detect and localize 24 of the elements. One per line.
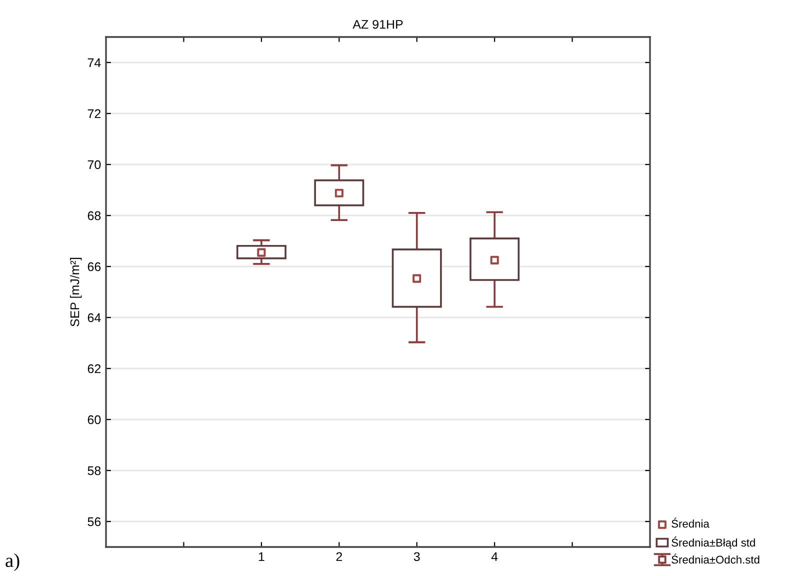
y-tick-label: 64 [88,313,101,322]
y-tick-label: 70 [88,160,101,170]
chart-title: AZ 91HP [352,20,403,29]
y-tick-label: 68 [88,211,101,220]
bar [236,244,286,260]
bar [470,238,520,281]
text: a) [6,553,20,571]
x-tick-label: 2 [336,552,342,561]
y-tick-label: 72 [88,109,101,118]
x-tick-label: 1 [258,552,264,561]
y-axis-title: SEP [mJ/m²] [70,258,82,326]
y-tick-label: 60 [88,415,101,424]
y-tick-label: 62 [88,364,101,374]
legend-label: Średnia [672,518,710,528]
legend-label: Średnia±Odch.std [672,554,760,564]
bar [392,248,442,308]
legend-label: Średnia±Błąd std [672,536,755,549]
x-tick-label: 3 [414,552,420,562]
y-tick-label: 74 [88,58,101,68]
y-tick-label: 58 [88,466,101,476]
bar [314,179,364,206]
y-tick-label: 56 [88,517,101,526]
x-tick-label: 4 [491,552,498,561]
y-tick-label: 66 [88,262,101,272]
